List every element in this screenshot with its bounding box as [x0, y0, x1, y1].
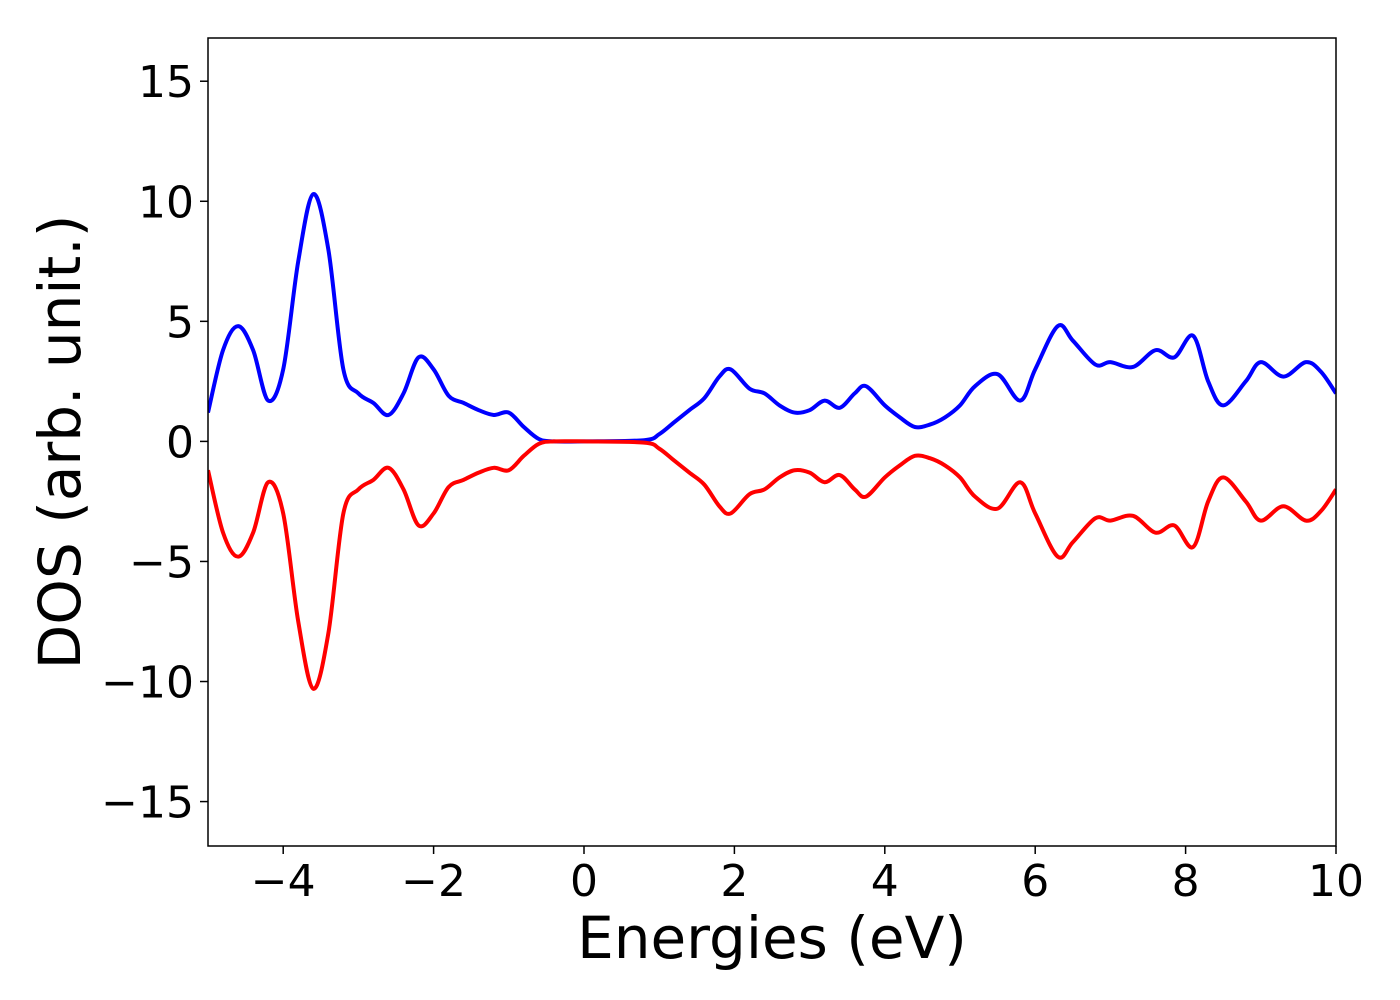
y-tick-label: 10	[138, 177, 194, 228]
y-tick-label: 0	[166, 417, 194, 468]
dos-line	[208, 439, 1336, 691]
y-tick-label: 5	[166, 297, 194, 348]
y-tick-label: −10	[101, 658, 194, 709]
y-tick-label: −15	[101, 778, 194, 829]
x-tick-label: 4	[871, 856, 899, 907]
x-tick-label: 6	[1021, 856, 1049, 907]
y-axis-label: DOS (arb. unit.)	[26, 215, 94, 670]
y-tick-label: −5	[129, 537, 194, 588]
dos-line	[208, 192, 1336, 444]
x-tick-label: 0	[570, 856, 598, 907]
y-tick-label: 15	[138, 57, 194, 108]
x-tick-label: 2	[720, 856, 748, 907]
x-tick-label: −4	[251, 856, 316, 907]
x-tick-label: −2	[401, 856, 466, 907]
plot-frame	[207, 37, 1337, 847]
x-tick-label: 8	[1172, 856, 1200, 907]
x-tick-label: 10	[1308, 856, 1364, 907]
x-axis-label: Energies (eV)	[577, 904, 967, 972]
